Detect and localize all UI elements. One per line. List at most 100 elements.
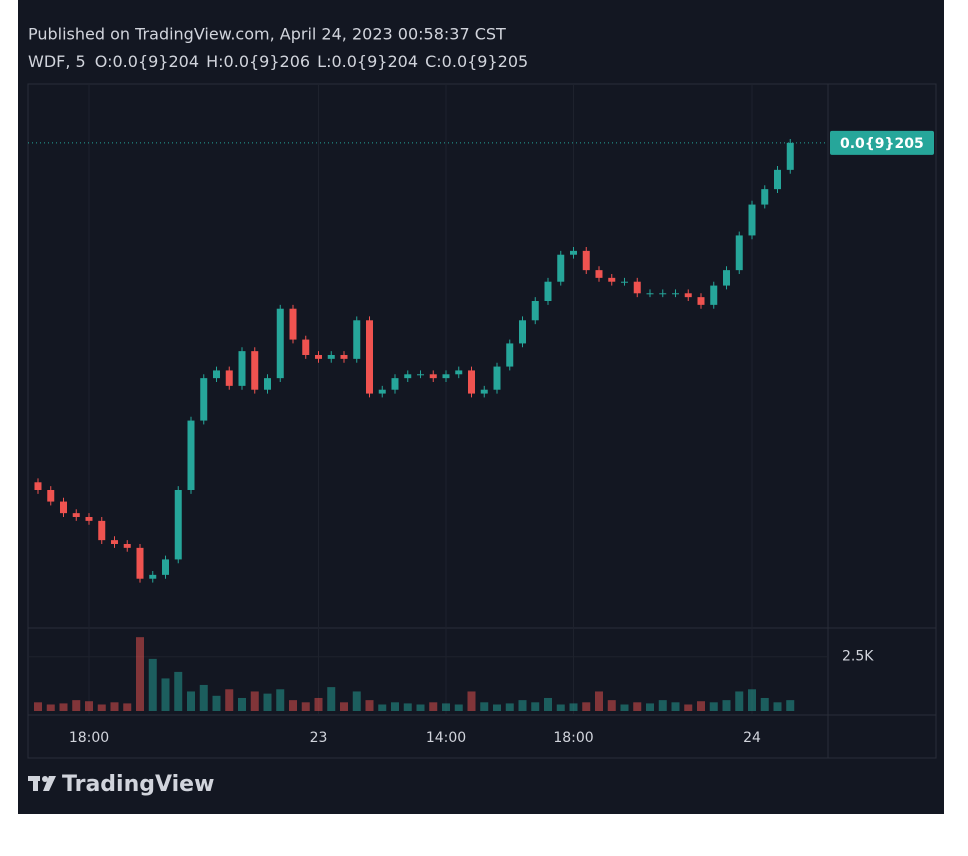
volume-bar [607, 700, 616, 711]
candle-body [98, 520, 106, 541]
candle-body [264, 378, 271, 390]
candle-body [315, 355, 322, 359]
volume-bar [289, 700, 297, 711]
candle-body [340, 355, 348, 359]
last-price-label: 0.0{9}205 [840, 136, 924, 152]
volume-bar [391, 702, 399, 711]
candle-body [723, 270, 730, 286]
volume-bar [786, 700, 795, 711]
candle-body [582, 250, 590, 271]
candle-body [149, 574, 157, 579]
volume-bar [97, 704, 106, 711]
candle-body [72, 513, 80, 517]
volume-bar [59, 703, 68, 711]
volume-bar [480, 702, 489, 711]
volume-bar [403, 703, 412, 711]
volume-bar [161, 678, 170, 711]
volume-bar [671, 702, 680, 711]
candle-body [455, 370, 463, 375]
volume-bar [378, 704, 387, 711]
volume-bar [46, 704, 55, 711]
candle-body [531, 301, 539, 321]
candle-body [200, 378, 208, 421]
candle-body [506, 343, 514, 367]
volume-bar [531, 702, 540, 711]
candle-body [774, 169, 781, 190]
volume-bar [493, 704, 501, 711]
ohlc-value: 0.0{9}204 [113, 52, 200, 71]
candle-body [710, 285, 718, 305]
volume-bar [225, 689, 234, 711]
volume-bar [684, 704, 693, 711]
x-tick-label: 18:00 [553, 730, 593, 746]
candle-body [187, 420, 195, 490]
volume-bar [263, 693, 272, 711]
volume-bar [174, 671, 183, 711]
volume-bar [416, 704, 425, 711]
volume-bar [187, 691, 195, 711]
candle-body [302, 339, 310, 355]
volume-bar [148, 658, 157, 711]
candle-body [225, 370, 233, 386]
candle-body [60, 501, 67, 514]
volume-bar [238, 697, 246, 711]
x-tick-label: 23 [310, 730, 328, 746]
candle-body [123, 544, 131, 548]
logo-icon [28, 776, 56, 791]
volume-bar [327, 687, 336, 711]
volume-bar [722, 700, 731, 711]
candle-body [111, 540, 118, 544]
volume-bar [352, 691, 361, 711]
candle-body [595, 270, 603, 278]
candle-body [417, 374, 424, 376]
candle-body [697, 297, 705, 305]
candle-body [276, 308, 284, 379]
candle-body [646, 293, 654, 295]
ohlc-key: L: [317, 52, 331, 71]
volume-bar [518, 700, 527, 711]
candle-body [213, 370, 220, 379]
candle-body [238, 351, 246, 386]
candle-body [659, 293, 667, 295]
x-tick-label: 24 [743, 730, 761, 746]
candle-body [570, 250, 577, 255]
volume-bar [314, 697, 323, 711]
x-tick-label: 14:00 [426, 730, 466, 746]
candle-body [468, 370, 475, 394]
candle-body [85, 517, 93, 521]
volume-bar [735, 691, 744, 711]
candle-body [786, 142, 794, 170]
candle-body [442, 374, 450, 379]
ohlc-value: 0.0{9}205 [442, 52, 529, 71]
volume-bar [199, 684, 208, 711]
volume-bar [276, 689, 285, 711]
ohlc-key: C: [425, 52, 442, 71]
candle-body [761, 189, 769, 205]
volume-bar [340, 702, 348, 711]
volume-bar [250, 691, 259, 711]
x-tick-label: 18:00 [69, 730, 109, 746]
volume-bar [620, 704, 629, 711]
candle-body [480, 389, 488, 394]
candle-body [378, 389, 386, 394]
candle-body [429, 374, 437, 379]
volume-bar [442, 703, 450, 711]
legend: WDF, 5 O:0.0{9}204 H:0.0{9}206 L:0.0{9}2… [28, 52, 528, 71]
candle-body [162, 559, 169, 575]
candle-body [251, 351, 259, 390]
volume-bar [595, 691, 603, 711]
volume-bar [658, 700, 667, 711]
ohlc-value: 0.0{9}206 [224, 52, 311, 71]
ohlc-key: H: [206, 52, 223, 71]
candle-body [404, 374, 412, 379]
candle-body [366, 320, 373, 394]
volume-bar [301, 702, 310, 711]
candle-body [493, 366, 501, 390]
candle-body [684, 293, 692, 298]
volume-bar [85, 701, 93, 711]
last-price-box [830, 130, 934, 155]
volume-bar [569, 703, 578, 711]
candle-body [391, 378, 399, 390]
candle-body [327, 355, 335, 359]
